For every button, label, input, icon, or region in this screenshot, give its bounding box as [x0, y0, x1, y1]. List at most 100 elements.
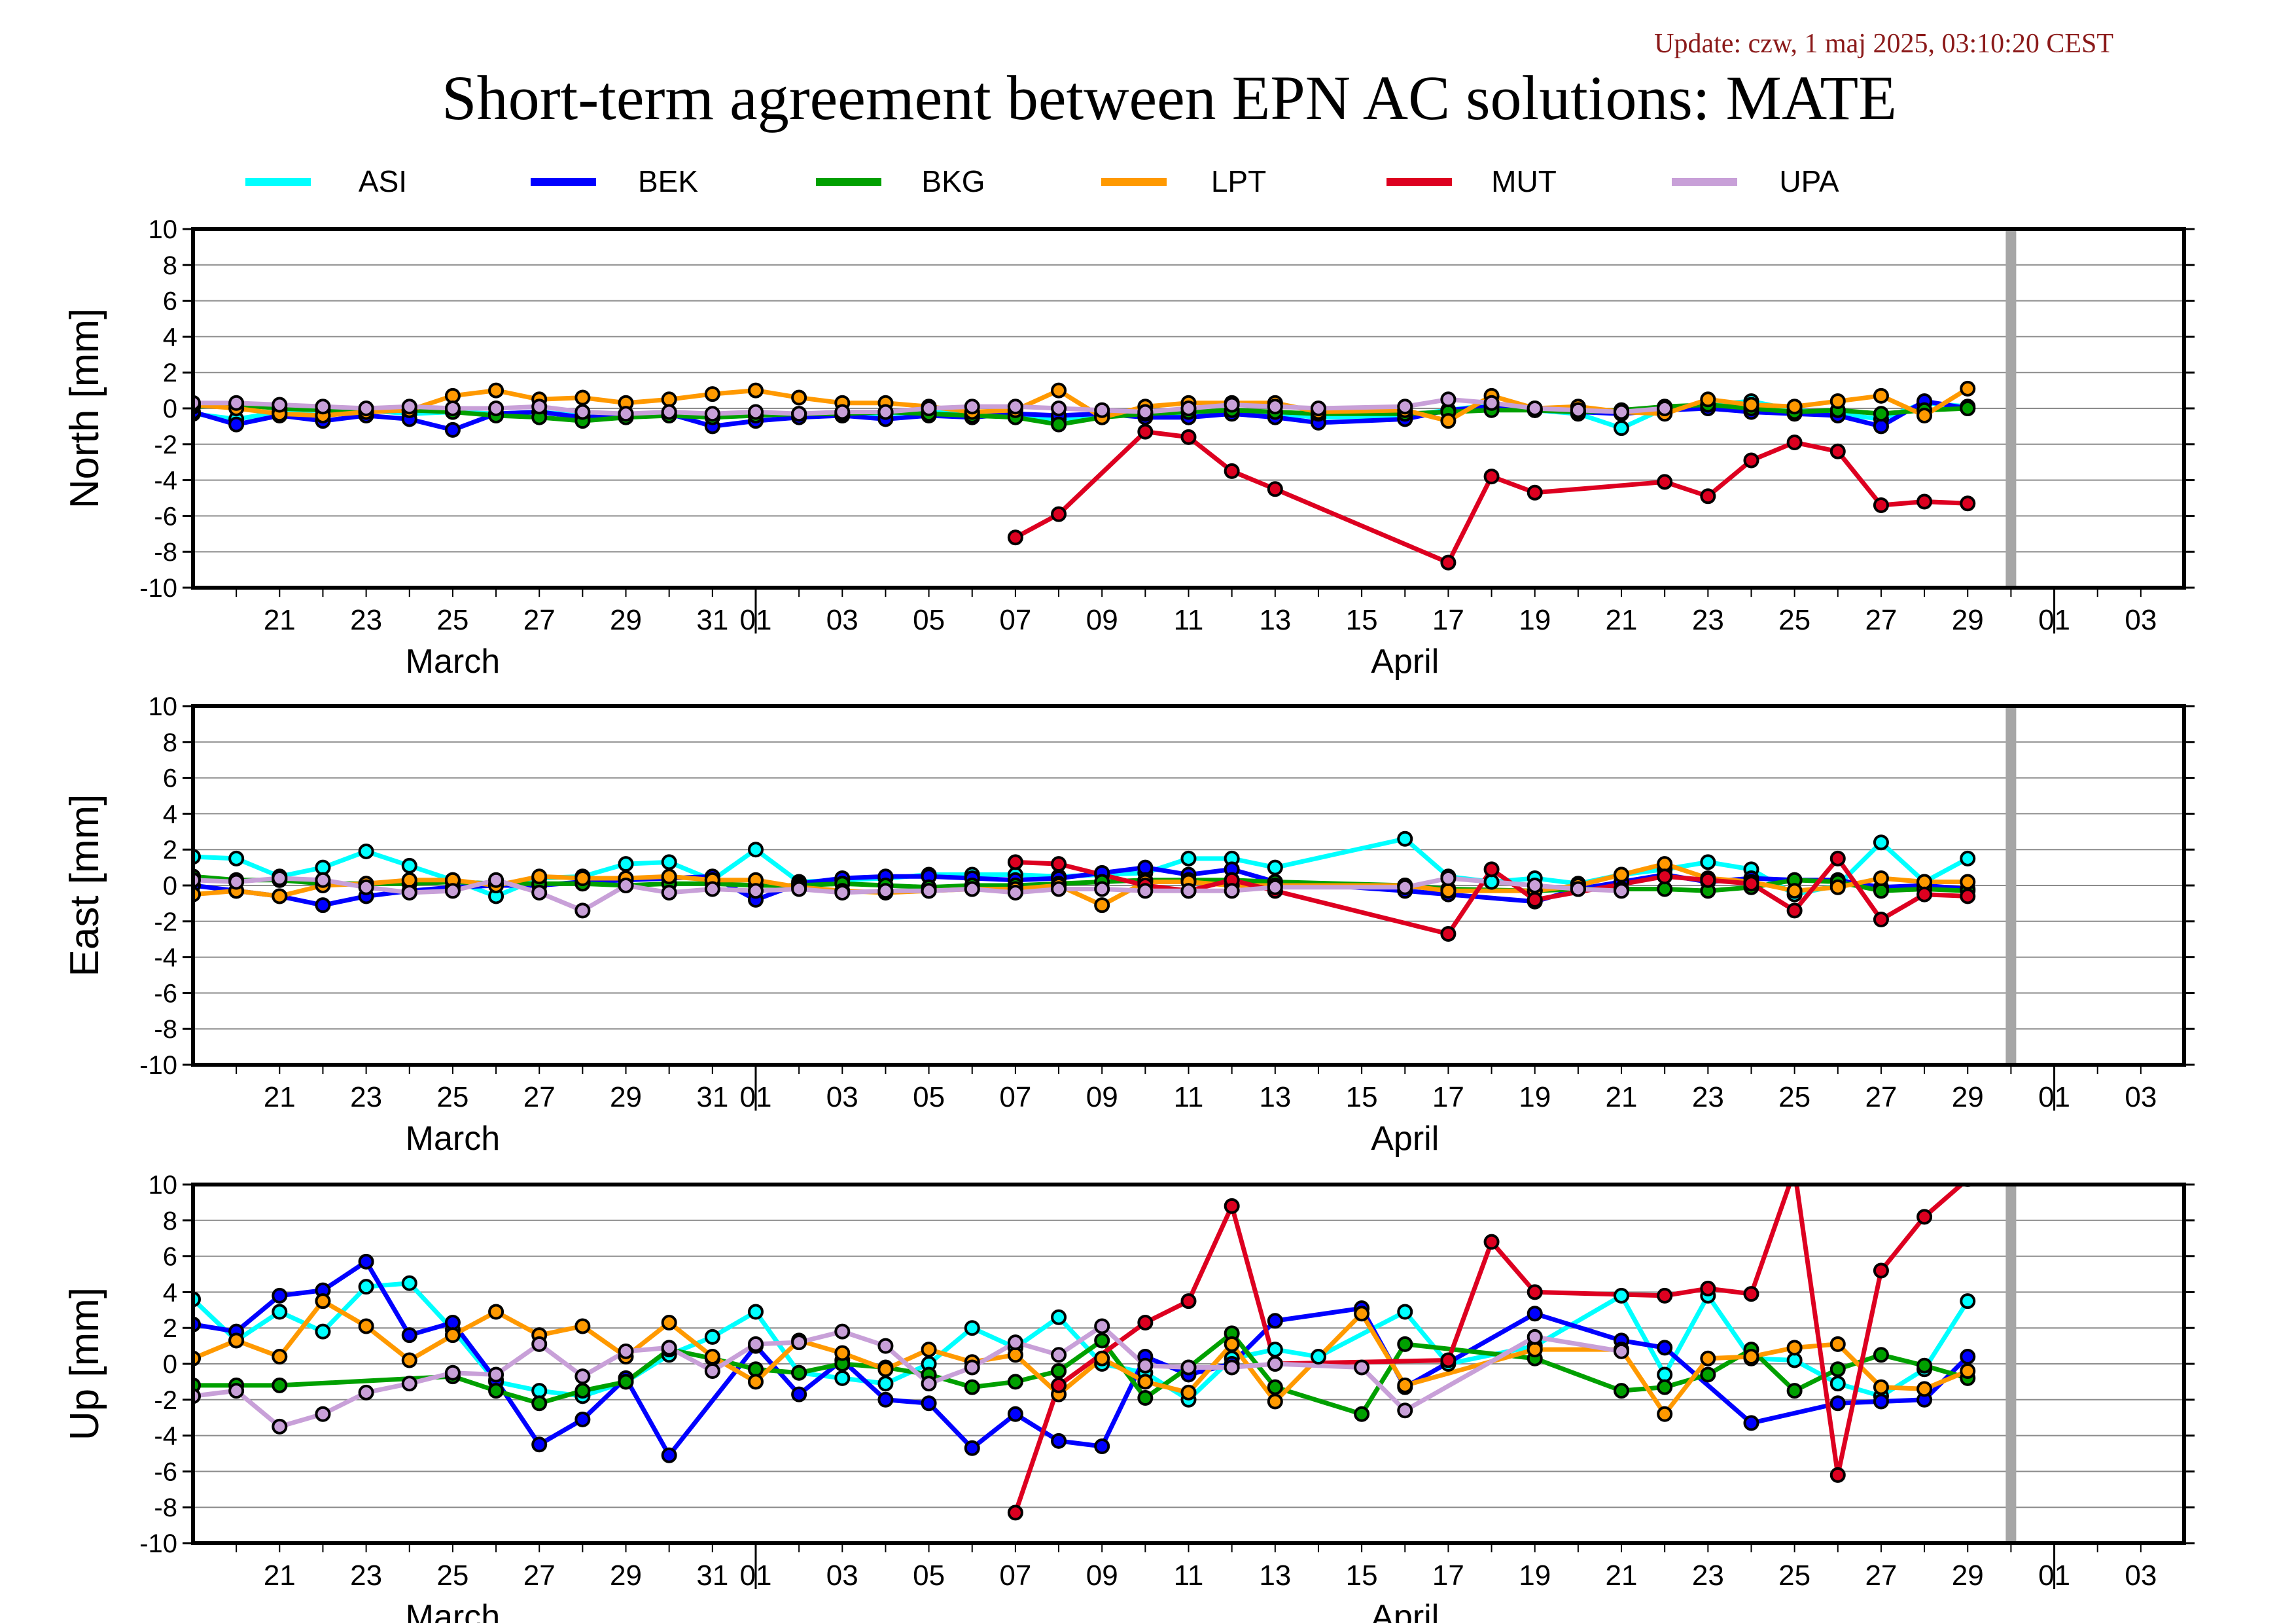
x-tick-label: 25 [1778, 1560, 1810, 1592]
x-month-label: March [406, 643, 500, 681]
y-tick-label: -4 [154, 944, 177, 972]
x-tick-label: 19 [1519, 1081, 1551, 1113]
point-asi [704, 1329, 720, 1345]
x-tick-label: 03 [826, 604, 858, 636]
x-tick-label: 27 [523, 1081, 556, 1113]
point-bek [228, 416, 245, 433]
x-tick-label: 21 [264, 604, 296, 636]
point-lpt [1224, 1336, 1240, 1352]
point-lpt [1051, 382, 1067, 399]
x-tick-label: 13 [1259, 604, 1291, 636]
point-mut [1657, 868, 1673, 885]
point-bkg [1829, 1361, 1846, 1378]
point-upa [964, 399, 980, 415]
x-tick-label: 29 [610, 1081, 642, 1113]
y-tick-label: -8 [154, 1015, 177, 1044]
point-asi [1614, 420, 1630, 437]
point-bkg [1873, 406, 1889, 422]
x-tick-label: 07 [999, 1560, 1031, 1592]
point-upa [1397, 879, 1413, 895]
x-tick-label: 21 [1606, 1081, 1638, 1113]
plot-frame [191, 1183, 2186, 1545]
point-upa [834, 404, 851, 420]
x-tick-label: 23 [350, 604, 382, 636]
point-lpt [1094, 897, 1110, 914]
point-asi [315, 1323, 331, 1340]
point-upa [488, 872, 504, 888]
point-bkg [1657, 881, 1673, 897]
x-tick-label: 01 [2038, 1560, 2070, 1592]
point-upa [1267, 399, 1283, 415]
point-upa [1180, 1359, 1197, 1376]
point-upa [1224, 883, 1240, 899]
point-upa [401, 399, 417, 415]
point-mut [1180, 429, 1197, 445]
point-lpt [1960, 380, 1976, 397]
point-upa [877, 883, 894, 899]
point-upa [315, 1406, 331, 1422]
point-upa [1267, 879, 1283, 895]
x-tick-label: 01 [2038, 604, 2070, 636]
point-bkg [1051, 416, 1067, 433]
x-month-label: March [406, 1120, 500, 1158]
y-tick-label: 0 [163, 395, 177, 423]
x-tick-label: 15 [1346, 1560, 1378, 1592]
date-marker-bar [2005, 706, 2017, 1065]
point-upa [877, 404, 894, 420]
point-lpt [1614, 866, 1630, 883]
x-tick-label: 17 [1432, 604, 1464, 636]
point-mut [1960, 495, 1976, 512]
x-tick-label: 17 [1432, 1081, 1464, 1113]
point-upa [1267, 1356, 1283, 1372]
y-axis-label: North [mm] [62, 308, 107, 509]
point-mut [1829, 1467, 1846, 1483]
point-lpt [1873, 870, 1889, 887]
series-group [193, 380, 1976, 571]
point-lpt [1743, 1349, 1759, 1365]
point-lpt [272, 888, 288, 904]
point-bkg [1700, 1366, 1716, 1383]
point-mut [1007, 529, 1023, 546]
point-bkg [1267, 1379, 1283, 1395]
date-marker-bar [2005, 229, 2017, 588]
point-asi [1397, 1304, 1413, 1320]
x-tick-label: 13 [1259, 1081, 1291, 1113]
point-upa [661, 1340, 677, 1356]
point-lpt [1916, 1381, 1933, 1397]
point-upa [1483, 395, 1500, 411]
x-tick-label: 05 [913, 604, 945, 636]
y-tick-label: -8 [154, 538, 177, 567]
x-tick-label: 27 [1865, 1560, 1897, 1592]
point-bek [1743, 1415, 1759, 1431]
y-tick-label: 4 [163, 800, 177, 829]
point-bek [877, 1391, 894, 1408]
point-upa [315, 399, 331, 415]
point-lpt [272, 1349, 288, 1365]
x-tick-label: 25 [436, 1081, 468, 1113]
x-month-label: April [1371, 1120, 1439, 1158]
y-tick-label: 0 [163, 872, 177, 901]
point-asi [1700, 854, 1716, 870]
x-tick-label: 29 [1952, 1560, 1984, 1592]
point-mut [1743, 1286, 1759, 1302]
point-upa [1440, 391, 1457, 408]
point-upa [704, 881, 720, 897]
y-tick-label: 10 [149, 215, 178, 244]
point-lpt [1916, 874, 1933, 890]
point-upa [401, 884, 417, 901]
y-tick-label: -4 [154, 467, 177, 495]
point-lpt [704, 1349, 720, 1365]
point-asi [358, 843, 374, 859]
point-lpt [358, 1318, 374, 1334]
point-upa [315, 872, 331, 888]
x-tick-label: 03 [2125, 1081, 2157, 1113]
point-bkg [1873, 1347, 1889, 1363]
series-line-upa [193, 397, 1665, 416]
y-tick-label: 4 [163, 1278, 177, 1307]
point-bek [272, 1287, 288, 1304]
point-upa [531, 399, 548, 415]
point-lpt [1960, 874, 1976, 890]
point-mut [1483, 469, 1500, 485]
point-lpt [1007, 1347, 1023, 1363]
